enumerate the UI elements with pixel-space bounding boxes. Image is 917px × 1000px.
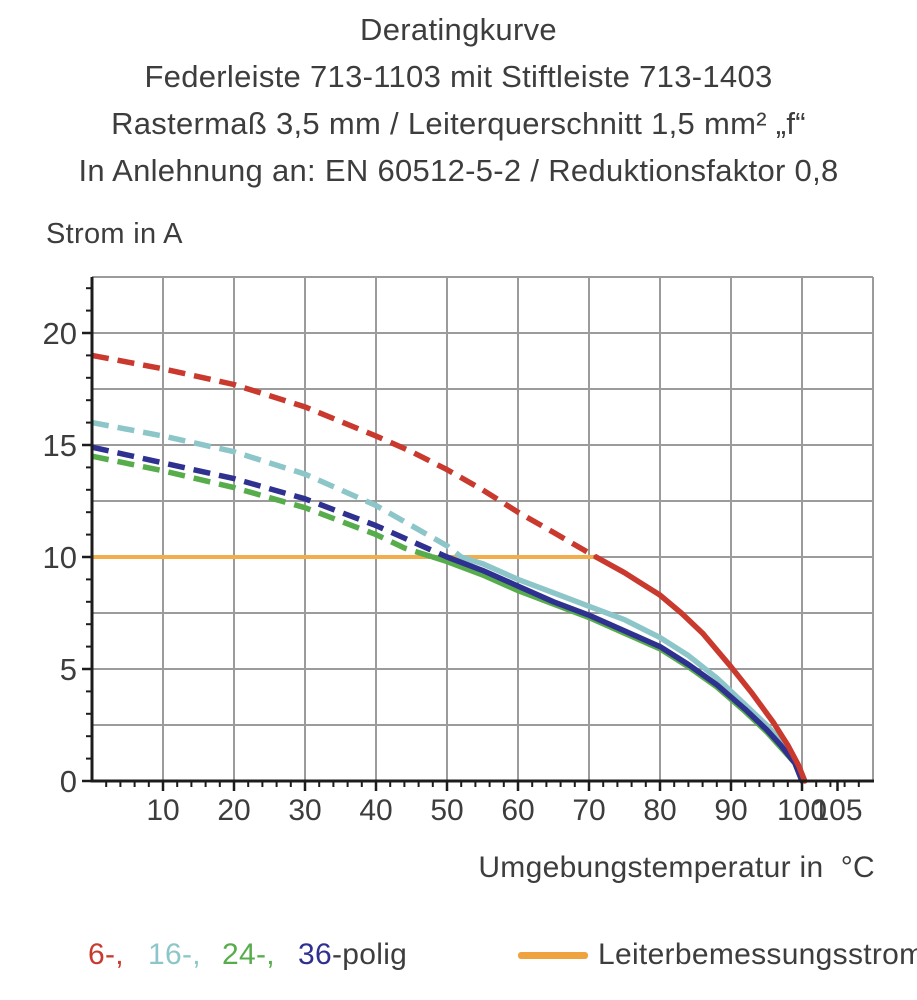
y-tick-label-15: 15 [43,428,77,463]
plot-border [92,276,874,781]
legend-item-6-polig: 6-, [88,938,124,971]
x-tick-label-60: 60 [501,794,534,827]
rated-current-label: Leiterbemessungsstrom [598,938,917,971]
legend: 6-, 16-, 24-, 36-polig Leiterbemessungss… [0,936,917,980]
x-tick-label-40: 40 [359,794,392,827]
y-tick-labels: 0 5 10 15 20 [43,316,77,799]
x-tick-label-90: 90 [714,794,747,827]
series-16-polig [91,419,805,784]
rated-current-line-swatch [518,952,588,959]
y-tick-label-20: 20 [43,316,77,351]
x-tick-label-30: 30 [288,794,321,827]
x-tick-label-70: 70 [572,794,605,827]
y-axis-caption: Strom in A [46,218,183,250]
legend-item-36-number: 36 [298,938,332,971]
gridlines [92,277,873,781]
chart-title-block: Deratingkurve Federleiste 713-1103 mit S… [0,6,917,194]
legend-item-16-polig: 16-, [148,938,201,971]
legend-item-24-polig: 24-, [222,938,275,971]
x-axis-caption: Umgebungstemperatur in °C [478,851,875,884]
x-tick-label-10: 10 [146,794,179,827]
x-tick-label-50: 50 [430,794,463,827]
x-tick-label-80: 80 [643,794,676,827]
chart-title: Deratingkurve [360,12,557,47]
legend-item-36-polig: 36-polig [298,938,407,972]
axes [90,277,874,783]
y-tick-label-10: 10 [43,540,77,575]
chart-subtitle-standard: In Anlehnung an: EN 60512-5-2 / Reduktio… [78,153,839,188]
y-tick-label-5: 5 [60,652,77,687]
y-tick-label-0: 0 [60,764,77,799]
x-tick-label-20: 20 [217,794,250,827]
x-tick-label-105: 105 [812,794,862,827]
series-6-polig [91,352,808,784]
chart-subtitle-spec: Rastermaß 3,5 mm / Leiterquerschnitt 1,5… [111,106,806,141]
legend-item-polig-suffix: -polig [331,938,408,971]
x-tick-label-100: 100 [777,794,827,827]
chart-subtitle-parts: Federleiste 713-1103 mit Stiftleiste 713… [144,59,773,94]
axis-ticks [82,287,860,791]
series-36-polig [91,444,805,784]
